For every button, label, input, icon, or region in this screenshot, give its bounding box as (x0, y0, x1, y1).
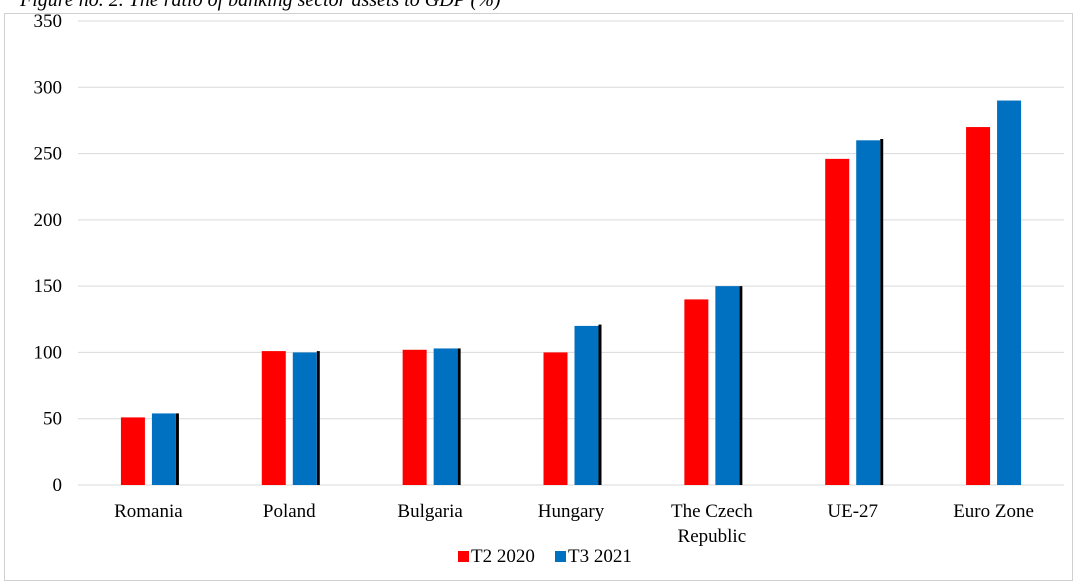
y-tick-label: 50 (43, 409, 62, 430)
x-tick-label: Euro Zone (953, 501, 1034, 522)
bar-t2-2020 (120, 417, 145, 485)
bars (120, 100, 1022, 486)
y-tick-label: 250 (34, 144, 63, 165)
x-tick-label: The Czech (671, 501, 753, 522)
y-tick-label: 150 (34, 276, 63, 297)
bar-shadow (175, 413, 179, 485)
bar-t3-2021 (574, 325, 599, 485)
legend-swatch (555, 551, 566, 562)
y-tick-label: 0 (53, 475, 63, 496)
legend-swatch (458, 551, 469, 562)
x-tick-label: Republic (678, 526, 747, 547)
chart-title: Figure no. 2. The ratio of banking secto… (20, 0, 501, 11)
bar-t2-2020 (402, 349, 427, 485)
bar-t2-2020 (825, 158, 850, 486)
bar-t3-2021 (433, 348, 458, 485)
x-tick-label: Bulgaria (397, 501, 463, 522)
bar-t3-2021 (856, 140, 881, 486)
bar-shadow (457, 348, 461, 485)
legend-label: T3 2021 (568, 546, 632, 567)
y-tick-label: 200 (34, 210, 63, 231)
bar-shadow (316, 351, 320, 485)
x-tick-label: Poland (263, 501, 316, 522)
bar-shadow (598, 324, 602, 485)
bar-shadow (739, 286, 743, 485)
y-tick-label: 100 (34, 342, 63, 363)
y-tick-label: 300 (34, 77, 63, 98)
x-tick-label: Romania (114, 501, 183, 522)
x-tick-label: UE-27 (827, 501, 878, 522)
gridlines (78, 20, 1064, 486)
legend-label: T2 2020 (471, 546, 535, 567)
bar-t2-2020 (543, 352, 568, 485)
bar-t3-2021 (292, 352, 317, 485)
legend: T2 2020 T3 2021 (458, 546, 632, 567)
chart-frame (4, 13, 1073, 581)
bar-t2-2020 (261, 351, 286, 485)
bar-t2-2020 (684, 299, 709, 485)
x-tick-label: Hungary (538, 501, 605, 522)
bar-t3-2021 (715, 286, 740, 485)
y-tick-label: 350 (34, 11, 63, 32)
bar-t3-2021 (997, 100, 1022, 486)
bar-t3-2021 (151, 413, 176, 485)
y-axis: 0 50 100 150 200 250 300 350 (34, 11, 63, 496)
bar-shadow (880, 138, 884, 485)
bar-t2-2020 (966, 127, 991, 486)
x-axis-labels: Romania Poland Bulgaria Hungary The Czech Rep… (114, 501, 1034, 547)
